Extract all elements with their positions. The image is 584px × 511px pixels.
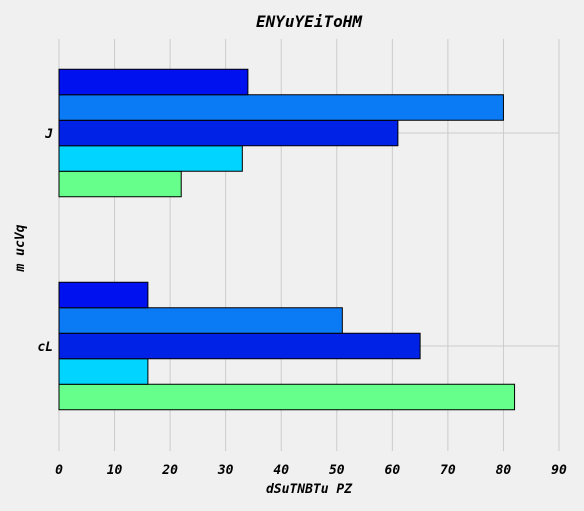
bar-J-series-2 xyxy=(58,119,399,147)
y-tick-label: cL xyxy=(37,340,53,355)
bar-cL-series-2 xyxy=(58,332,421,360)
x-tick-labels: 0 10 20 30 40 50 60 70 80 90 xyxy=(55,463,567,478)
x-tick-label: 10 xyxy=(107,463,123,478)
x-tick-label: 0 xyxy=(55,463,63,478)
x-tick-label: 40 xyxy=(273,463,289,478)
x-tick-label: 50 xyxy=(329,463,345,478)
x-axis-label: dSuTNBTu PZ xyxy=(266,482,353,497)
bar-cL-series-0 xyxy=(58,383,516,411)
x-tick-label: 80 xyxy=(496,463,512,478)
y-axis-label: m ucVq xyxy=(13,224,28,272)
y-tick-label: J xyxy=(44,127,53,142)
bars xyxy=(58,68,516,411)
bar-cL-series-3 xyxy=(58,307,343,334)
x-tick-label: 90 xyxy=(551,463,567,478)
x-tick-label: 30 xyxy=(217,463,234,478)
bar-J-series-4 xyxy=(58,68,249,96)
x-tick-label: 60 xyxy=(385,463,401,478)
bar-J-series-1 xyxy=(58,145,243,172)
bar-J-series-0 xyxy=(58,170,182,198)
bar-cL-series-1 xyxy=(58,358,149,385)
x-tick-label: 70 xyxy=(440,463,456,478)
y-tick-labels: JcL xyxy=(37,127,53,355)
bar-cL-series-4 xyxy=(58,281,149,309)
chart-title: ENYuYEiToHM xyxy=(256,12,363,31)
x-tick-label: 20 xyxy=(161,463,178,478)
bar-J-series-3 xyxy=(58,94,504,121)
